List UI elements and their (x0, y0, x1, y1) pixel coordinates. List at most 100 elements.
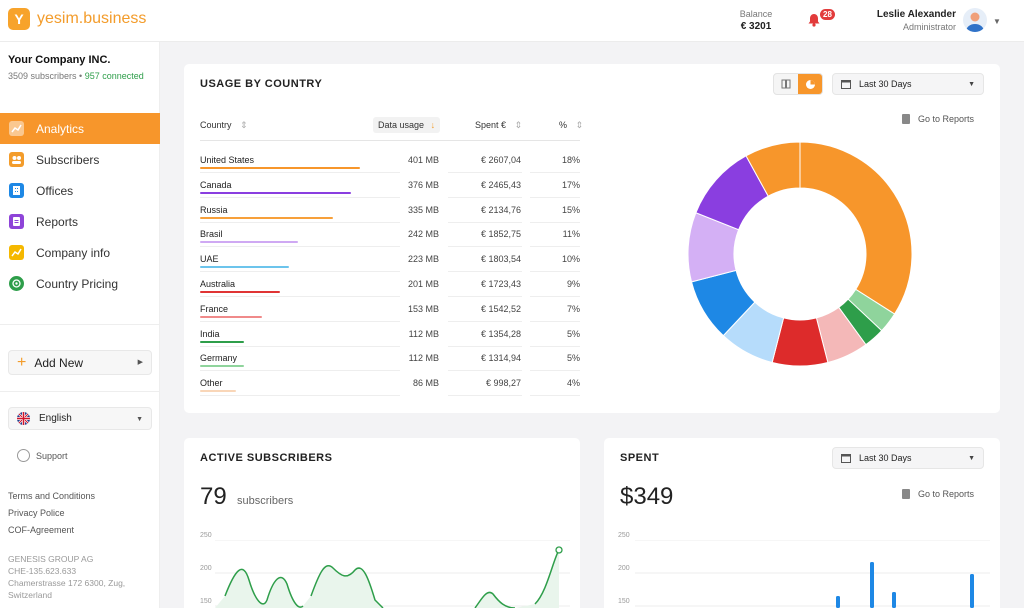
country-cell: UAE (200, 254, 219, 265)
avatar[interactable] (963, 8, 987, 32)
row-divider (448, 172, 522, 173)
table-row[interactable]: Germany 112 MB € 1314,94 5% (200, 347, 580, 372)
chart-view-icon[interactable] (798, 74, 822, 94)
support-link[interactable]: Support (17, 449, 68, 462)
bell-icon[interactable] (806, 12, 822, 28)
percent-cell: 9% (566, 279, 580, 289)
col-header-spent[interactable]: Spent € ⇕ (475, 120, 522, 131)
table-row[interactable]: Russia 335 MB € 2134,76 15% (200, 199, 580, 224)
spent-cell: € 1852,75 (480, 229, 521, 240)
user-name: Leslie Alexander (876, 9, 956, 20)
row-divider (448, 370, 522, 372)
data-usage-cell: 112 MB (408, 353, 439, 364)
row-divider (200, 345, 400, 347)
col-header-country[interactable]: Country ⇕ (200, 120, 248, 131)
col-header-percent[interactable]: % ⇕ (559, 120, 583, 131)
country-cell: United States (200, 155, 255, 165)
percent-cell: 17% (561, 179, 580, 190)
bar (892, 592, 896, 608)
chevron-down-icon[interactable]: ▼ (993, 17, 1001, 26)
row-divider (200, 172, 400, 173)
percent-cell: 4% (566, 378, 580, 389)
chevron-down-icon: ▼ (968, 454, 975, 462)
spent-cell: € 2607,04 (480, 155, 521, 165)
table-row[interactable]: France 153 MB € 1542,52 7% (200, 298, 580, 323)
country-cell: Russia (200, 204, 228, 215)
table-row[interactable]: Brasil 242 MB € 1852,75 11% (200, 223, 580, 248)
share-bar (200, 241, 298, 244)
go-reports-label: Go to Reports (918, 114, 975, 124)
table-row[interactable]: Canada 376 MB € 2465,43 17% (200, 174, 580, 199)
period-label: Last 30 Days (859, 79, 912, 89)
percent-cell: 5% (566, 328, 580, 339)
data-usage-cell: 335 MB (407, 204, 439, 215)
share-bar (200, 390, 236, 393)
terms-link[interactable]: Terms and Conditions (8, 491, 96, 501)
row-divider (448, 271, 522, 273)
address-line: Switzerland (8, 590, 52, 600)
view-toggle[interactable] (773, 73, 823, 95)
donut-slice[interactable] (799, 141, 913, 315)
table-row[interactable]: United States 401 MB € 2607,04 18% (200, 149, 580, 174)
privacy-link[interactable]: Privacy Police (8, 508, 65, 518)
table-row[interactable]: India 112 MB € 1354,28 5% (200, 323, 580, 348)
country-cell: India (200, 328, 220, 339)
table-view-icon[interactable] (774, 74, 798, 94)
go-to-reports-link[interactable]: Go to Reports (902, 114, 974, 124)
data-usage-cell: 223 MB (407, 254, 439, 265)
share-bar (200, 167, 360, 169)
sidebar-item-country-pricing[interactable]: Country Pricing (0, 268, 160, 299)
country-cell: Canada (200, 179, 232, 190)
sidebar-item-label: Offices (36, 183, 74, 198)
share-bar (200, 340, 244, 343)
logo-text: yesim.business (37, 10, 147, 27)
chart-icon (9, 121, 24, 136)
percent-cell: 10% (561, 254, 580, 265)
table-row[interactable]: Australia 201 MB € 1723,43 9% (200, 273, 580, 298)
table-row[interactable]: Other 86 MB € 998,27 4% (200, 372, 580, 397)
add-new-label: Add New (34, 355, 84, 370)
sidebar-item-analytics[interactable]: Analytics (0, 113, 160, 144)
sidebar-item-offices[interactable]: Offices (0, 175, 160, 206)
chevron-down-icon: ▼ (968, 80, 975, 88)
spent-title: SPENT (620, 452, 660, 464)
y-tick-label: 150 (200, 598, 212, 605)
col-header-label: % (559, 120, 568, 130)
row-divider (200, 395, 400, 397)
table-header-divider (200, 140, 580, 141)
sidebar-item-reports[interactable]: Reports (0, 206, 160, 237)
row-divider (448, 320, 522, 322)
row-divider (530, 370, 580, 372)
period-label: Last 30 Days (859, 453, 912, 463)
sidebar-item-company-info[interactable]: Company info (0, 237, 160, 268)
balance: Balance € 3201 (728, 9, 784, 32)
logo[interactable]: Y yesim.business (8, 8, 146, 30)
sort-icon: ⇕ (575, 120, 584, 130)
company-name: Your Company INC. (8, 54, 111, 66)
add-new-button[interactable]: + Add New ▶ (8, 350, 152, 375)
sidebar-item-subscribers[interactable]: Subscribers (0, 144, 160, 175)
top-header: Y yesim.business Balance € 3201 28 Lesli… (0, 0, 1024, 42)
share-bar (200, 191, 351, 194)
sidebar-item-label: Country Pricing (36, 276, 119, 291)
address-line: GENESIS GROUP AG (8, 554, 94, 564)
donut-slice[interactable] (745, 141, 801, 197)
col-header-data-usage[interactable]: Data usage ↓ (373, 117, 441, 133)
language-select[interactable]: English ▼ (8, 407, 152, 430)
spent-period-select[interactable]: Last 30 Days ▼ (832, 447, 984, 469)
row-divider (200, 370, 400, 372)
table-row[interactable]: UAE 223 MB € 1803,54 10% (200, 248, 580, 273)
user-info[interactable]: Leslie Alexander Administrator (858, 9, 956, 32)
spent-amount: $349 (620, 483, 674, 510)
sort-down-icon: ↓ (430, 120, 436, 130)
spent-go-to-reports-link[interactable]: Go to Reports (902, 489, 974, 499)
percent-cell: 15% (561, 204, 580, 215)
address-line: Chamerstrasse 172 6300, Zug, (8, 578, 126, 588)
data-usage-cell: 376 MB (407, 179, 439, 190)
usage-period-select[interactable]: Last 30 Days ▼ (832, 73, 984, 95)
y-tick-label: 250 (200, 532, 212, 539)
cof-link[interactable]: COF-Agreement (8, 525, 75, 535)
sort-icon: ⇕ (514, 120, 523, 130)
sidebar: Your Company INC. 3509 subscribers • 957… (0, 42, 160, 608)
row-divider (448, 345, 522, 347)
